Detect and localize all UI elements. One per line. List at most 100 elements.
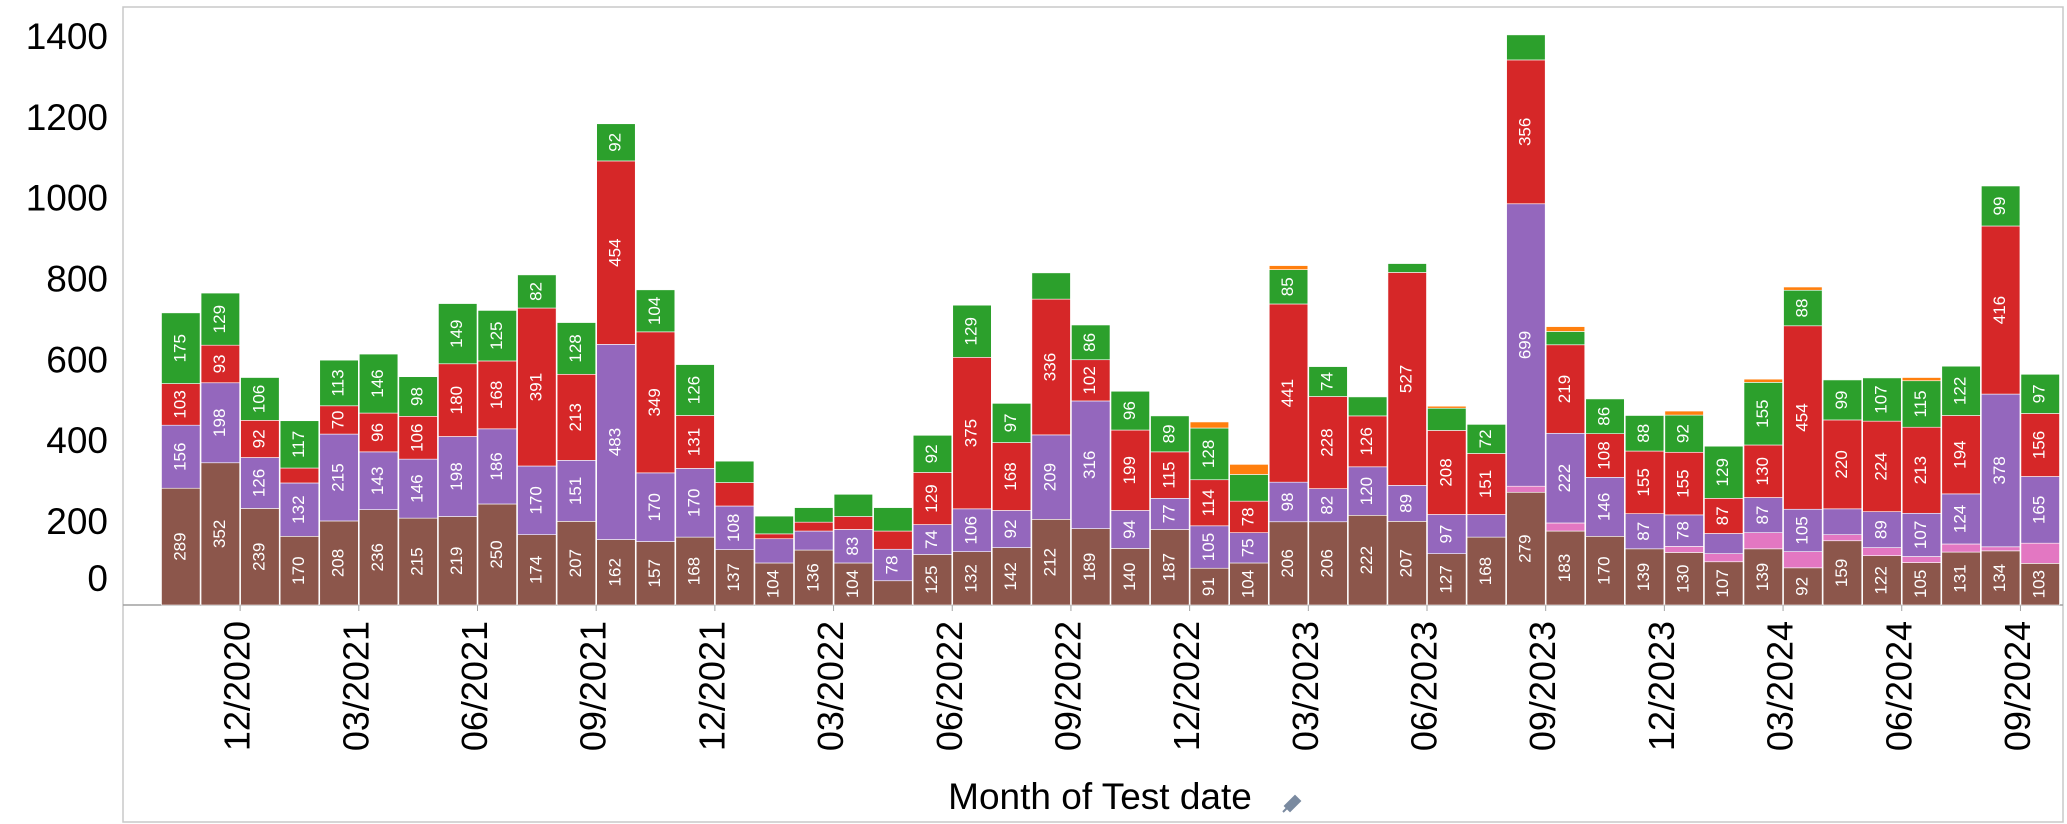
bar-segment [477, 360, 517, 430]
segment-label: 102 [1080, 366, 1099, 394]
bar-segment [279, 536, 320, 606]
segment-label: 120 [1357, 477, 1376, 505]
segment-label: 356 [1515, 118, 1534, 146]
segment-label: 165 [2030, 496, 2049, 524]
bar-segment [754, 533, 794, 540]
segment-label: 126 [249, 469, 268, 497]
bar-segment [1783, 567, 1823, 606]
bar-segment [161, 312, 201, 384]
segment-label: 94 [1120, 520, 1139, 539]
segment-label: 122 [1951, 377, 1970, 405]
bar-segment [596, 344, 636, 540]
bar-segment [794, 521, 834, 532]
segment-label: 483 [605, 428, 624, 456]
bar-segment [1387, 272, 1427, 486]
bar-segment [1625, 513, 1665, 550]
segment-label: 104 [764, 570, 783, 598]
bar-segment [1783, 551, 1823, 569]
bar-segment [1981, 550, 2021, 606]
bar-segment [1822, 534, 1862, 542]
bar-segment [1348, 415, 1388, 468]
segment-label: 115 [1911, 390, 1930, 417]
bar-segment [1268, 521, 1309, 606]
bar-segment [1783, 289, 1823, 327]
bar-segment [1941, 551, 1981, 606]
bar-segment [1110, 510, 1150, 549]
segment-label: 416 [1990, 296, 2009, 324]
segment-label: 206 [1278, 549, 1297, 577]
bar-segment [1743, 497, 1783, 533]
bar-segment [1862, 547, 1902, 557]
segment-label: 103 [2030, 570, 2049, 598]
bar-segment [1941, 493, 1981, 545]
segment-label: 87 [1713, 506, 1732, 525]
bar-segment [873, 530, 913, 550]
bar-segment [161, 487, 201, 606]
bar-segment [1506, 34, 1546, 61]
bar-segment [200, 462, 240, 606]
bar-segment [952, 304, 992, 358]
segment-label: 92 [922, 444, 941, 463]
bar-segment [1743, 444, 1783, 498]
segment-label: 250 [487, 540, 506, 568]
segment-label: 117 [289, 431, 308, 458]
segment-label: 222 [1555, 464, 1574, 492]
bar-segment [1545, 326, 1586, 332]
bar-segment [1625, 415, 1665, 452]
segment-label: 78 [882, 556, 901, 575]
segment-label: 99 [1832, 390, 1851, 409]
segment-label: 209 [1041, 463, 1060, 491]
bar-segment [1585, 477, 1625, 537]
x-tick-label: 12/2022 [1166, 621, 1207, 751]
bar-segment [556, 373, 596, 461]
y-tick-label: 800 [46, 259, 108, 300]
segment-label: 88 [1792, 299, 1811, 318]
bar-segment [1229, 464, 1269, 475]
segment-label: 228 [1318, 428, 1337, 456]
bar-segment [2020, 413, 2060, 477]
bar-segment [833, 562, 873, 606]
segment-label: 131 [685, 428, 704, 456]
segment-label: 149 [447, 319, 466, 347]
bar-segment [715, 482, 755, 507]
segment-label: 454 [1792, 403, 1811, 431]
bar-segment [1545, 530, 1586, 606]
bar-segment [1189, 421, 1229, 429]
segment-label: 130 [1674, 565, 1693, 593]
segment-label: 131 [1951, 564, 1970, 592]
segment-label: 215 [329, 463, 348, 491]
segment-label: 162 [605, 558, 624, 586]
bar-segment [240, 508, 280, 606]
segment-label: 105 [1911, 570, 1930, 598]
bar-segment [1466, 536, 1506, 606]
bar-segment [794, 530, 834, 551]
segment-label: 108 [1595, 441, 1614, 469]
bar-segment [1981, 225, 2021, 395]
segment-label: 106 [249, 385, 268, 413]
segment-label: 108 [724, 514, 743, 542]
bar-segment [912, 524, 953, 555]
segment-label: 168 [1476, 557, 1495, 585]
segment-label: 352 [210, 520, 229, 548]
bar-segment [1071, 359, 1111, 402]
segment-label: 699 [1515, 331, 1534, 359]
bar-segment [240, 457, 280, 509]
segment-label: 132 [289, 495, 308, 523]
segment-label: 89 [1871, 520, 1890, 539]
bar-segment [1268, 265, 1309, 270]
bar-segment [635, 472, 676, 542]
segment-label: 142 [1001, 562, 1020, 590]
bar-segment [1348, 466, 1388, 516]
bar-segment [1704, 561, 1744, 606]
bar-segment [1704, 533, 1744, 554]
segment-label: 170 [645, 493, 664, 521]
segment-label: 454 [605, 238, 624, 266]
segment-label: 220 [1832, 450, 1851, 478]
segment-label: 114 [1199, 489, 1218, 516]
bar-segment [715, 505, 755, 550]
bar-segment [1150, 415, 1190, 453]
bar-segment [1901, 512, 1942, 557]
bar-segment [833, 493, 873, 517]
segment-label: 140 [1120, 563, 1139, 591]
